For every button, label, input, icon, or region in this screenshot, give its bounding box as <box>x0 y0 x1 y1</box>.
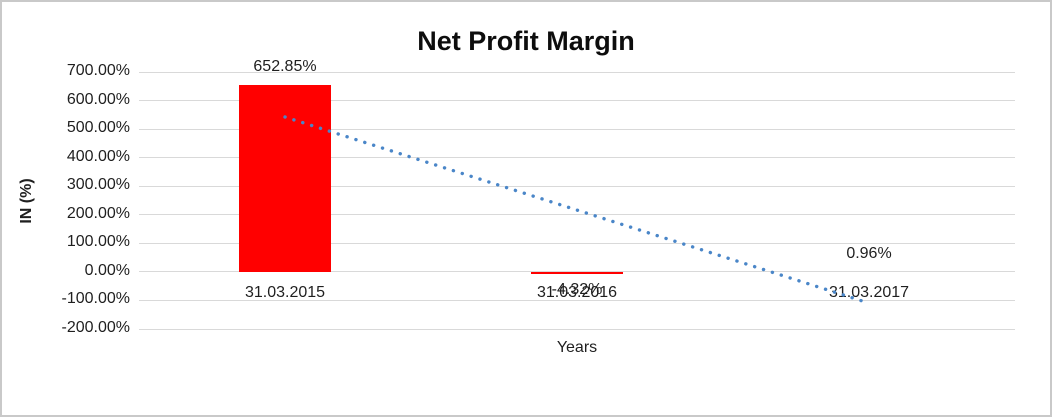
y-axis-tick-label: 500.00% <box>66 119 130 137</box>
y-axis-tick-label: -200.00% <box>61 319 131 336</box>
x-axis-title[interactable]: Years <box>556 339 598 356</box>
y-axis-tick-label: 600.00% <box>66 90 130 108</box>
y-axis-tick-label: 200.00% <box>66 204 130 222</box>
gridline <box>139 328 1015 330</box>
data-label[interactable]: 652.85% <box>253 58 317 76</box>
y-axis-tick-label: 400.00% <box>66 147 130 165</box>
y-axis-tick-label: 700.00% <box>66 62 130 79</box>
y-axis-tick-label: 0.00% <box>84 261 130 279</box>
data-label[interactable]: 0.96% <box>846 244 892 262</box>
y-axis-tick-label: -100.00% <box>61 290 131 308</box>
gridline <box>139 100 1015 102</box>
x-axis-category-label: 31.03.2015 <box>244 283 326 301</box>
bar-31.03.2015[interactable] <box>239 85 331 272</box>
bar-31.03.2016[interactable] <box>531 271 623 274</box>
y-axis-tick-label: 100.00% <box>66 233 130 251</box>
y-axis-tick-label: 300.00% <box>66 176 130 194</box>
gridline <box>139 71 1015 73</box>
chart-title[interactable]: Net Profit Margin <box>417 26 635 56</box>
x-axis-category-label: 31.03.2016 <box>536 283 618 301</box>
x-axis-category-label: 31.03.2017 <box>828 283 910 301</box>
